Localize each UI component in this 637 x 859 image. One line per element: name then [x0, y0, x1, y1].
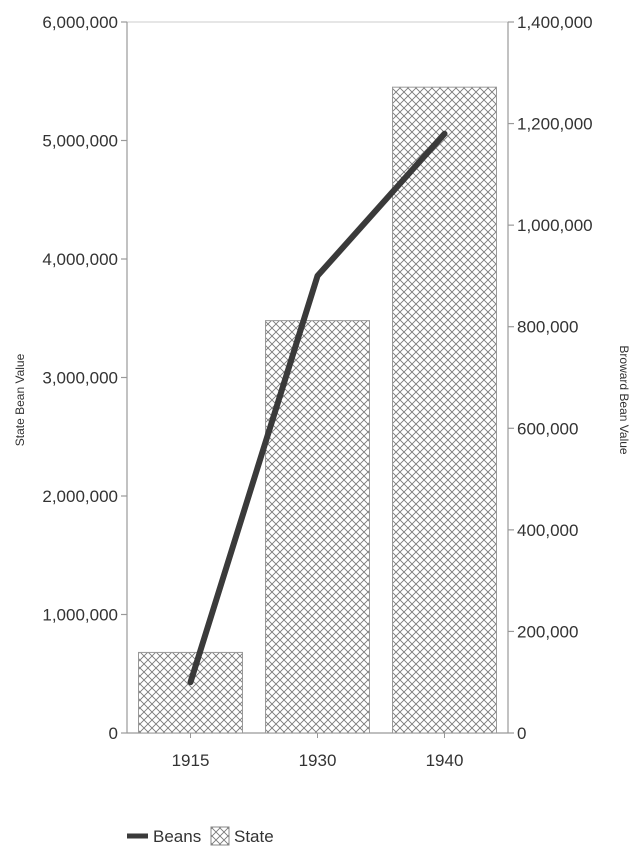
right-tick-label: 0 — [517, 724, 526, 743]
state-bars — [138, 86, 497, 734]
y-axis-title: State Bean Value — [13, 353, 27, 446]
beans-line — [187, 130, 448, 686]
bar-state-1930 — [265, 320, 370, 734]
left-tick-label: 4,000,000 — [42, 250, 118, 269]
right-tick-label: 1,200,000 — [517, 115, 593, 134]
x-tick-label: 1940 — [426, 751, 464, 770]
right-tick-label: 200,000 — [517, 622, 578, 641]
left-tick-label: 0 — [109, 724, 118, 743]
x-axis-tick-labels: 1915 1930 1940 — [172, 733, 464, 770]
right-axis-ticks: 0 200,000 400,000 600,000 800,000 1,000,000 1,… — [508, 13, 593, 743]
bar-state-1940 — [392, 86, 497, 734]
right-tick-label: 1,000,000 — [517, 216, 593, 235]
y2-axis-title: Broward Bean Value — [617, 345, 631, 455]
left-tick-label: 1,000,000 — [42, 606, 118, 625]
right-tick-label: 1,400,000 — [517, 13, 593, 32]
legend-state-swatch — [210, 826, 230, 846]
legend: Beans State — [127, 826, 274, 846]
x-tick-label: 1915 — [172, 751, 210, 770]
legend-state-label: State — [234, 827, 274, 846]
left-axis-ticks: 0 1,000,000 2,000,000 3,000,000 4,000,000 5,0… — [42, 13, 127, 743]
right-tick-label: 600,000 — [517, 419, 578, 438]
left-tick-label: 6,000,000 — [42, 13, 118, 32]
bar-state-1915 — [138, 651, 243, 734]
left-tick-label: 5,000,000 — [42, 132, 118, 151]
left-tick-label: 3,000,000 — [42, 369, 118, 388]
x-tick-label: 1930 — [299, 751, 337, 770]
right-tick-label: 800,000 — [517, 318, 578, 337]
left-tick-label: 2,000,000 — [42, 487, 118, 506]
right-tick-label: 400,000 — [517, 521, 578, 540]
legend-beans-label: Beans — [153, 827, 201, 846]
